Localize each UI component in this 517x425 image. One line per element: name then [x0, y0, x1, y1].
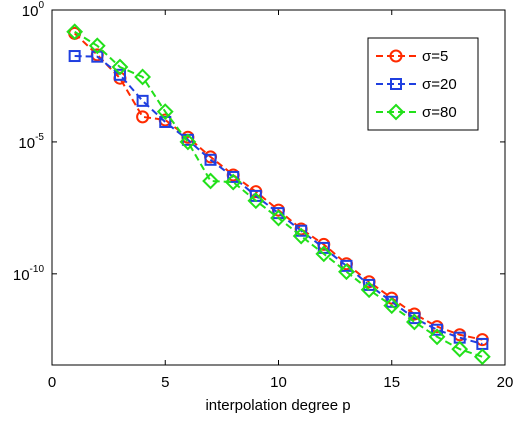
- marker: [88, 37, 106, 55]
- marker: [68, 50, 81, 63]
- tick-base: 10: [22, 3, 39, 20]
- marker: [315, 245, 333, 263]
- marker: [428, 328, 446, 346]
- legend-marker: [387, 103, 405, 121]
- marker: [202, 172, 219, 190]
- marker: [156, 103, 174, 121]
- marker: [383, 297, 401, 315]
- marker: [111, 58, 129, 76]
- tick-base: 10: [18, 135, 35, 152]
- marker: [136, 94, 149, 107]
- y-tick-label: 10-5: [18, 132, 44, 152]
- marker: [204, 153, 217, 166]
- x-tick-label: 20: [497, 374, 514, 391]
- marker: [247, 192, 265, 210]
- legend-label: σ=80: [422, 104, 457, 121]
- series-line: [74, 30, 483, 358]
- marker: [340, 259, 353, 272]
- marker: [405, 313, 423, 331]
- x-tick-label: 10: [270, 374, 287, 391]
- legend-label: σ=5: [422, 48, 448, 65]
- marker: [179, 133, 197, 151]
- marker: [224, 173, 242, 191]
- legend-marker: [390, 78, 402, 90]
- marker: [431, 323, 444, 336]
- marker: [292, 227, 310, 245]
- marker: [113, 68, 126, 81]
- marker: [136, 110, 150, 124]
- marker: [159, 115, 172, 128]
- x-tick-label: 5: [161, 374, 169, 391]
- tick-exponent: -5: [35, 132, 44, 143]
- marker: [295, 224, 308, 237]
- marker: [227, 170, 240, 183]
- y-tick-label: 100: [22, 0, 45, 20]
- marker: [451, 340, 469, 358]
- tick-exponent: -10: [30, 264, 45, 275]
- marker: [270, 209, 287, 227]
- marker: [66, 23, 84, 41]
- y-tick-label: 10-10: [13, 264, 45, 284]
- x-tick-label: 15: [383, 374, 400, 391]
- tick-base: 10: [13, 267, 30, 284]
- marker: [338, 263, 355, 281]
- x-tick-label: 0: [48, 374, 56, 391]
- marker: [134, 68, 152, 86]
- series-line: [74, 55, 483, 345]
- legend-box: [367, 37, 479, 131]
- marker: [473, 348, 491, 366]
- legend-label: σ=20: [422, 76, 457, 93]
- legend-marker: [389, 49, 403, 63]
- x-axis-label: interpolation degree p: [205, 397, 350, 414]
- tick-exponent: 0: [38, 0, 44, 11]
- marker: [360, 281, 378, 299]
